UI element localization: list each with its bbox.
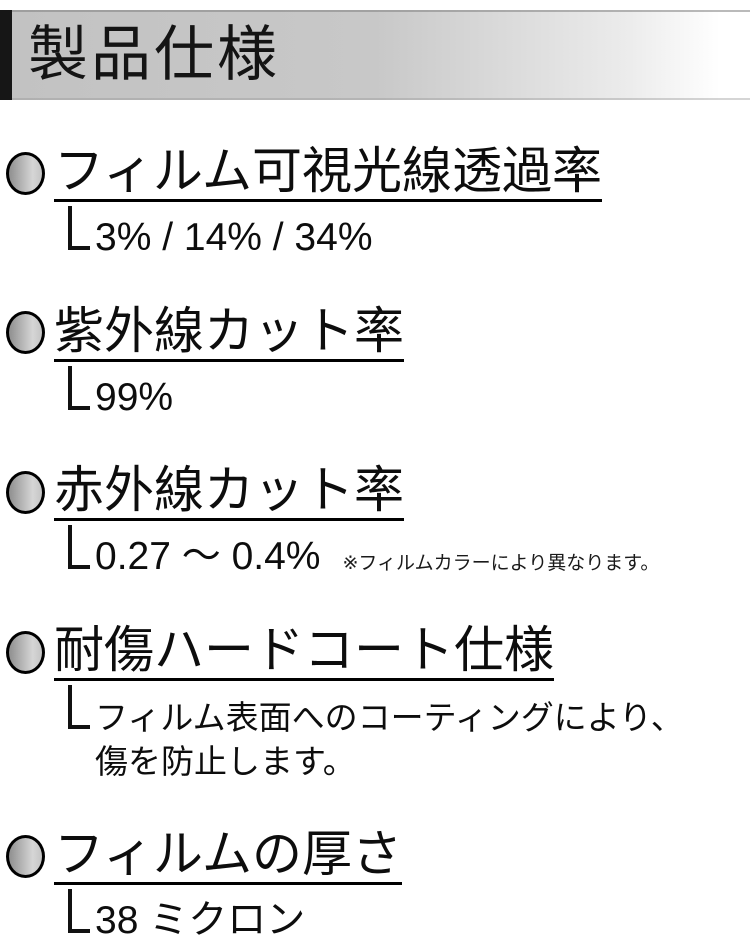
header-banner: 製品仕様 xyxy=(0,10,750,100)
elbow-connector-icon xyxy=(68,206,90,250)
elbow-connector-icon xyxy=(68,525,90,570)
section-body: 99% xyxy=(68,365,750,420)
section-heading: 赤外線カット率 xyxy=(6,463,750,522)
elbow-connector-icon xyxy=(68,685,90,730)
circle-bullet-icon xyxy=(6,630,45,674)
section-heading: フィルム可視光線透過率 xyxy=(6,144,750,202)
section-title: フィルム可視光線透過率 xyxy=(54,144,602,202)
section-visible-light-transmittance: フィルム可視光線透過率 3% / 14% / 34% xyxy=(6,144,750,260)
section-note: ※フィルムカラーにより異なります。 xyxy=(342,553,660,575)
page-title: 製品仕様 xyxy=(28,21,280,88)
section-title: 耐傷ハードコート仕様 xyxy=(54,623,554,682)
circle-bullet-icon xyxy=(6,151,45,195)
section-description: フィルム表面へのコーティングにより、 傷を防止します。 xyxy=(95,696,684,783)
section-heading: 紫外線カット率 xyxy=(6,304,750,362)
section-film-thickness: フィルムの厚さ 38 ミクロン xyxy=(6,827,750,938)
circle-bullet-icon xyxy=(6,834,45,878)
section-value: 99% xyxy=(95,375,174,419)
section-body: 0.27 ～ 0.4% ※フィルムカラーにより異なります。 xyxy=(68,525,750,579)
section-value: 38 ミクロン xyxy=(95,899,306,938)
section-value: 0.27 ～ 0.4% xyxy=(95,535,321,579)
section-value: 3% / 14% / 34% xyxy=(95,216,373,259)
header-accent-bar xyxy=(0,10,12,100)
section-hard-coat: 耐傷ハードコート仕様 フィルム表面へのコーティングにより、 傷を防止します。 xyxy=(6,623,750,783)
section-body: フィルム表面へのコーティングにより、 傷を防止します。 xyxy=(68,685,750,783)
section-body: 3% / 14% / 34% xyxy=(68,206,750,260)
circle-bullet-icon xyxy=(6,470,45,514)
circle-bullet-icon xyxy=(6,311,45,355)
section-uv-cut-rate: 紫外線カット率 99% xyxy=(6,304,750,420)
section-title: 紫外線カット率 xyxy=(54,304,404,362)
elbow-connector-icon xyxy=(68,365,90,410)
section-ir-cut-rate: 赤外線カット率 0.27 ～ 0.4% ※フィルムカラーにより異なります。 xyxy=(6,463,750,579)
section-heading: 耐傷ハードコート仕様 xyxy=(6,623,750,682)
section-heading: フィルムの厚さ xyxy=(6,827,750,886)
description-line-1: フィルム表面へのコーティングにより、 xyxy=(95,699,684,737)
section-title: フィルムの厚さ xyxy=(54,827,402,886)
spec-sections: フィルム可視光線透過率 3% / 14% / 34% 紫外線カット率 99% 赤… xyxy=(0,144,750,938)
section-title: 赤外線カット率 xyxy=(54,463,404,522)
section-body: 38 ミクロン xyxy=(68,889,750,938)
elbow-connector-icon xyxy=(68,889,90,934)
description-line-2: 傷を防止します。 xyxy=(95,742,356,780)
